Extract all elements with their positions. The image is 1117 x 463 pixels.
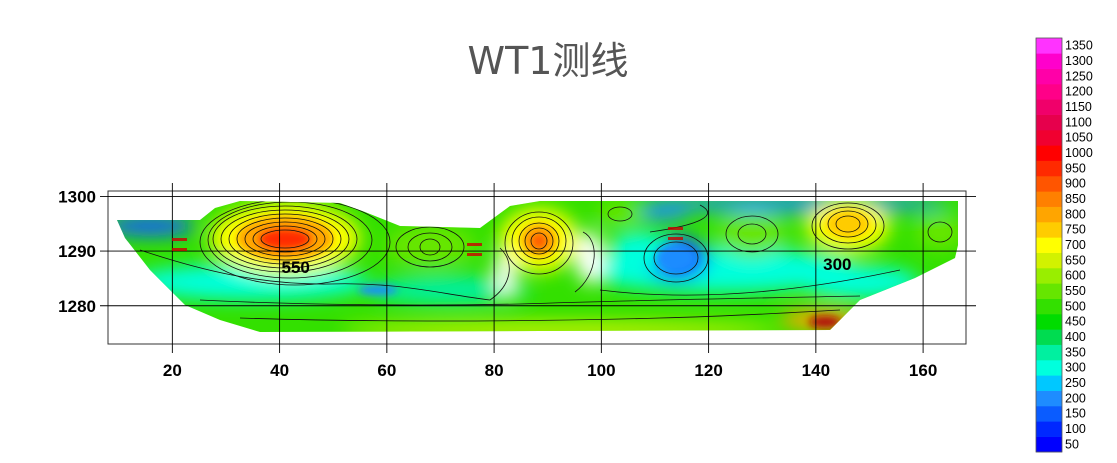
colorbar-swatch-10 [1036, 283, 1062, 299]
colorbar-label-14: 750 [1065, 223, 1086, 237]
gridlines [100, 183, 976, 353]
colorbar-swatch-26 [1036, 38, 1062, 54]
colorbar-swatch-13 [1036, 237, 1062, 253]
plot-frame [107, 190, 967, 345]
red-markers [172, 227, 683, 256]
y-tick-label-1: 1290 [58, 242, 96, 261]
colorbar-swatch-7 [1036, 329, 1062, 345]
colorbar-swatch-6 [1036, 344, 1062, 361]
colorbar-swatch-5 [1036, 360, 1062, 376]
colorbar-label-11: 600 [1065, 269, 1086, 283]
colorbar-label-23: 1200 [1065, 85, 1093, 99]
chart-title: WT1测线 [468, 39, 629, 83]
colorbar-swatch-25 [1036, 53, 1062, 69]
x-tick-label-0: 20 [163, 361, 182, 380]
colorbar-swatch-14 [1036, 222, 1062, 238]
contour-annotations: 550 300 [282, 255, 852, 277]
colorbar-swatch-23 [1036, 84, 1062, 100]
colorbar-label-9: 500 [1065, 299, 1086, 313]
colorbar-label-8: 450 [1065, 315, 1086, 329]
colorbar-label-25: 1300 [1065, 54, 1093, 68]
colorbar-swatch-19 [1036, 145, 1062, 161]
colorbar-label-4: 250 [1065, 376, 1086, 390]
colorbar-label-1: 100 [1065, 422, 1086, 436]
colorbar-label-12: 650 [1065, 253, 1086, 267]
contour-label-1: 300 [823, 255, 851, 274]
x-tick-label-4: 100 [587, 361, 615, 380]
colorbar-swatch-4 [1036, 375, 1062, 391]
colorbar-frame [1035, 37, 1063, 453]
colorbar-label-10: 550 [1065, 284, 1086, 298]
colorbar-label-21: 1100 [1065, 115, 1092, 129]
y-tick-label-0: 1280 [58, 297, 96, 316]
colorbar-swatch-18 [1036, 160, 1062, 177]
contour-label-0: 550 [282, 258, 310, 277]
colorbar-swatch-11 [1036, 268, 1062, 284]
colorbar-label-22: 1150 [1065, 100, 1092, 114]
colorbar-label-0: 50 [1065, 437, 1079, 451]
colorbar-label-16: 850 [1065, 192, 1086, 206]
colorbar-swatch-17 [1036, 176, 1062, 192]
colorbar-swatch-2 [1036, 406, 1062, 422]
colorbar-label-17: 900 [1065, 177, 1086, 191]
x-tick-label-1: 40 [270, 361, 289, 380]
colorbar-swatch-22 [1036, 99, 1062, 115]
x-tick-label-6: 140 [802, 361, 830, 380]
colorbar-swatch-16 [1036, 191, 1062, 207]
colorbar-label-3: 200 [1065, 391, 1086, 405]
colorbar-label-19: 1000 [1065, 146, 1093, 160]
y-tick-label-2: 1300 [58, 187, 96, 206]
colorbar-swatch-8 [1036, 314, 1062, 330]
colorbar-swatch-15 [1036, 206, 1062, 223]
colorbar-label-7: 400 [1065, 330, 1086, 344]
colorbar-swatch-12 [1036, 252, 1062, 269]
colorbar-label-20: 1050 [1065, 131, 1093, 145]
colorbar-label-24: 1250 [1065, 69, 1093, 83]
colorbar-swatch-1 [1036, 421, 1062, 437]
colorbar-label-6: 350 [1065, 345, 1086, 359]
colorbar-swatch-0 [1036, 436, 1062, 453]
colorbar-label-18: 950 [1065, 161, 1086, 175]
x-tick-label-7: 160 [909, 361, 937, 380]
colorbar-swatch-20 [1036, 130, 1062, 146]
x-tick-label-2: 60 [377, 361, 396, 380]
x-axis-ticks: 20 40 60 80 100 120 140 160 [163, 361, 937, 380]
y-axis-ticks: 1280 1290 1300 [58, 187, 96, 315]
colorbar-swatch-3 [1036, 390, 1062, 407]
colorbar-swatch-9 [1036, 298, 1062, 315]
colorbar-label-13: 700 [1065, 238, 1086, 252]
colorbar-swatch-21 [1036, 114, 1062, 131]
colorbar-label-15: 800 [1065, 207, 1086, 221]
x-tick-label-3: 80 [485, 361, 504, 380]
colorbar-label-26: 1350 [1065, 39, 1093, 53]
colorbar-label-2: 150 [1065, 407, 1086, 421]
colorbar-swatch-24 [1036, 68, 1062, 85]
colorbar-label-5: 300 [1065, 361, 1086, 375]
x-tick-label-5: 120 [694, 361, 722, 380]
